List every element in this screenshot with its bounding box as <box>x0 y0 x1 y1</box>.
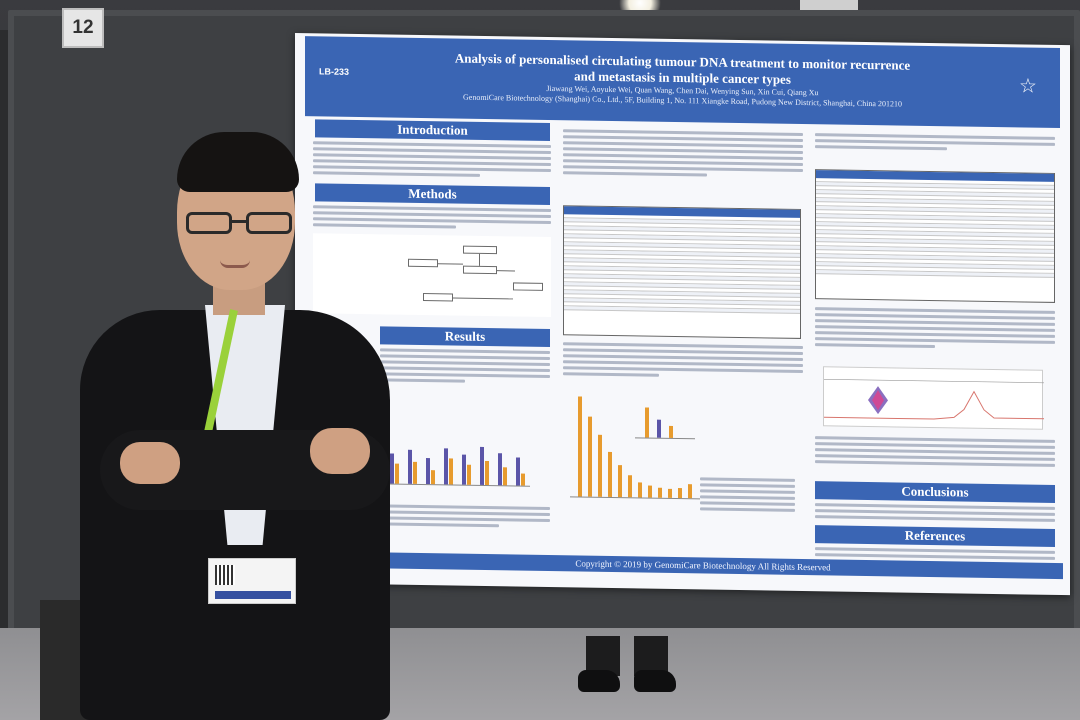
right-hand <box>310 428 370 474</box>
results-heading: Results <box>380 326 550 348</box>
middle-text-bottom <box>563 342 803 382</box>
references-heading: References <box>815 525 1055 547</box>
ctdna-trend-chart <box>823 366 1044 430</box>
name-badge <box>208 558 296 604</box>
qr-code-icon <box>215 565 235 585</box>
right-text-top <box>815 133 1055 155</box>
glasses-icon <box>186 212 294 236</box>
conclusions-heading: Conclusions <box>815 481 1055 503</box>
results-text <box>380 348 550 387</box>
conclusions-text <box>815 503 1055 525</box>
results-bar-chart-left <box>380 424 530 487</box>
results-caption <box>380 504 550 531</box>
right-text-bottom <box>815 436 1055 470</box>
left-hand <box>120 442 180 484</box>
poster-code: LB-233 <box>319 66 350 77</box>
right-text-middle <box>815 307 1055 353</box>
company-logo-icon: ☆ <box>1019 73 1037 98</box>
hair <box>177 132 299 192</box>
patient-table <box>815 169 1055 303</box>
figure-caption <box>700 477 795 514</box>
results-table <box>563 205 801 339</box>
background-person-legs <box>578 636 676 696</box>
presenter <box>80 130 400 720</box>
scientific-poster: LB-233 Analysis of personalised circulat… <box>295 33 1070 596</box>
results-inset-chart <box>635 403 695 440</box>
middle-text-top <box>563 129 803 181</box>
poster-header: LB-233 Analysis of personalised circulat… <box>305 36 1060 129</box>
board-number-sign: 12 <box>62 8 104 48</box>
smile <box>220 260 250 268</box>
